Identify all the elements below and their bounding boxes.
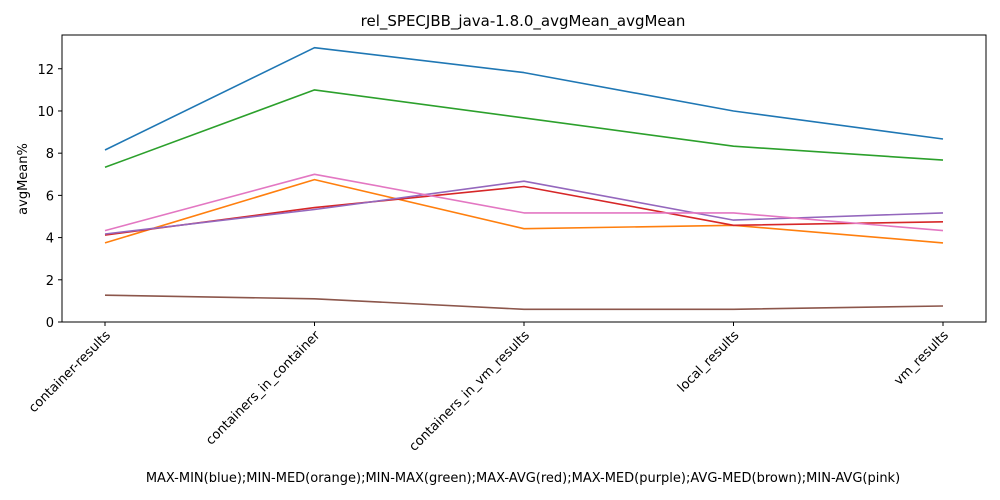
y-axis-label: avgMean% <box>16 143 31 215</box>
y-tick-label: 6 <box>46 189 54 204</box>
y-tick-label: 4 <box>46 232 54 247</box>
series-line-2 <box>104 178 944 244</box>
plot-area: 0 2 4 6 8 10 12 container-results containers_in_… <box>26 34 987 455</box>
x-tick-label: local_results <box>675 328 743 396</box>
series-line-6 <box>104 294 944 311</box>
y-tick-label: 10 <box>37 105 54 120</box>
plot-frame <box>61 34 987 323</box>
series-line-5 <box>104 180 944 235</box>
x-tick-label: containers_in_vm_results <box>407 328 533 454</box>
y-tick-label: 2 <box>46 274 54 289</box>
x-tick-label: containers_in_container <box>203 328 324 449</box>
series-line-7 <box>104 173 944 232</box>
y-tick-label: 8 <box>46 147 54 162</box>
x-tick-label: vm_results <box>891 328 952 389</box>
x-axis-label: MAX-MIN(blue);MIN-MED(orange);MIN-MAX(gr… <box>146 471 900 486</box>
y-tick-label: 0 <box>46 316 54 331</box>
series-line-1 <box>104 46 944 151</box>
series-line-4 <box>104 185 944 236</box>
y-tick-label: 12 <box>37 63 54 78</box>
x-tick-label: container-results <box>26 328 114 416</box>
series-line-3 <box>104 89 944 169</box>
chart-title: rel_SPECJBB_java-1.8.0_avgMean_avgMean <box>361 12 686 31</box>
